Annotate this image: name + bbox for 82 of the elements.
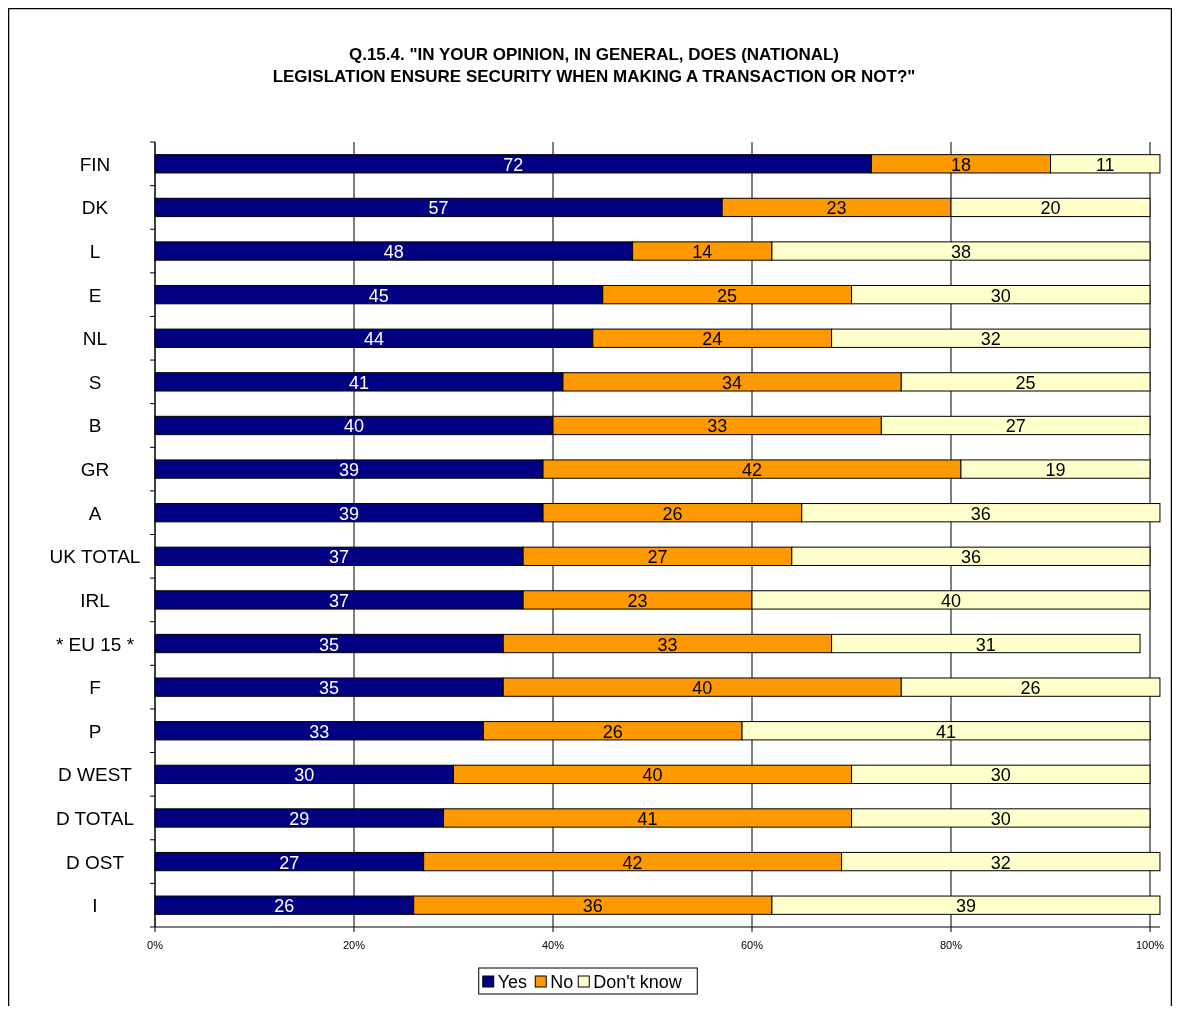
data-label: 36	[582, 896, 603, 917]
y-tick-label: F	[89, 677, 101, 699]
x-tick-label: 40%	[541, 939, 565, 951]
data-label: 37	[329, 547, 350, 568]
y-tick-label: D WEST	[58, 764, 133, 786]
x-tick-label: 80%	[939, 939, 963, 951]
y-tick-label: NL	[82, 328, 108, 350]
data-label: 30	[294, 765, 315, 786]
y-tick-label: L	[89, 241, 101, 263]
data-label: 32	[980, 329, 1001, 350]
y-tick-label: D TOTAL	[55, 807, 135, 829]
data-label: 33	[707, 416, 728, 437]
y-tick-label: FIN	[79, 153, 111, 175]
data-label: 29	[289, 808, 310, 829]
data-label: 26	[662, 503, 683, 524]
data-label: 72	[503, 154, 524, 175]
y-tick-label: P	[88, 720, 102, 742]
data-label: 24	[702, 329, 723, 350]
data-label: 27	[647, 547, 668, 568]
data-label: 27	[1005, 416, 1026, 437]
data-label: 32	[990, 852, 1011, 873]
data-label: 39	[955, 896, 976, 917]
data-label: 18	[950, 154, 971, 175]
x-tick-label: 100%	[1135, 939, 1165, 951]
data-label: 40	[343, 416, 365, 437]
y-tick-label: I	[92, 895, 98, 917]
legend-label: Don't know	[593, 972, 683, 992]
data-label: 48	[383, 242, 404, 263]
y-tick-label: DK	[81, 197, 109, 219]
data-label: 31	[975, 634, 996, 655]
data-label: 35	[319, 678, 340, 699]
data-label: 41	[637, 808, 658, 829]
data-label: 34	[722, 372, 743, 393]
data-label: 41	[936, 721, 957, 742]
data-label: 19	[1045, 460, 1066, 481]
data-label: 38	[950, 242, 971, 263]
x-tick-label: 20%	[342, 939, 366, 951]
data-label: 30	[990, 285, 1011, 306]
y-tick-label: D OST	[65, 851, 125, 873]
data-label: 40	[940, 590, 962, 611]
x-tick-label: 0%	[147, 939, 164, 951]
data-label: 11	[1095, 154, 1115, 175]
data-label: 26	[602, 721, 623, 742]
chart-title: Q.15.4. "IN YOUR OPINION, IN GENERAL, DOES (NATIONAL) LEGISLATION ENSURE SECURITY WHEN MAKING A TRANSACTION OR NOT?"	[272, 45, 916, 86]
data-label: 25	[1015, 372, 1036, 393]
y-tick-label: E	[88, 284, 102, 306]
data-label: 41	[348, 372, 369, 393]
data-label: 36	[960, 547, 981, 568]
y-tick-label: GR	[80, 459, 110, 481]
y-tick-label: B	[88, 415, 102, 437]
y-tick-label: A	[88, 502, 102, 524]
data-label: 26	[274, 896, 295, 917]
data-label: 25	[717, 285, 738, 306]
data-label: 36	[970, 503, 991, 524]
y-tick-label: IRL	[80, 589, 110, 611]
data-label: 27	[279, 852, 300, 873]
data-label: 35	[319, 634, 340, 655]
data-label: 30	[990, 808, 1011, 829]
data-label: 40	[692, 678, 713, 699]
data-label: 44	[363, 329, 384, 350]
data-label: 40	[642, 765, 663, 786]
data-label: 23	[627, 590, 648, 611]
data-label: 42	[741, 460, 763, 481]
data-label: 26	[1020, 678, 1041, 699]
y-tick-label: S	[88, 371, 102, 393]
data-label: 20	[1040, 198, 1061, 219]
data-label: 42	[622, 852, 643, 873]
data-label: 39	[339, 460, 360, 481]
legend-label: No	[550, 972, 574, 992]
data-label: 23	[826, 198, 847, 219]
data-label: 45	[368, 285, 389, 306]
data-label: 37	[329, 590, 350, 611]
data-label: 57	[428, 198, 449, 219]
data-label: 39	[339, 503, 360, 524]
legend-label: Yes	[497, 972, 528, 992]
data-label: 30	[990, 765, 1011, 786]
y-tick-label: UK TOTAL	[49, 546, 141, 568]
y-tick-label: * EU 15 *	[55, 633, 135, 655]
data-label: 14	[692, 242, 713, 263]
data-label: 33	[657, 634, 678, 655]
data-label: 33	[309, 721, 330, 742]
x-tick-label: 60%	[740, 939, 764, 951]
